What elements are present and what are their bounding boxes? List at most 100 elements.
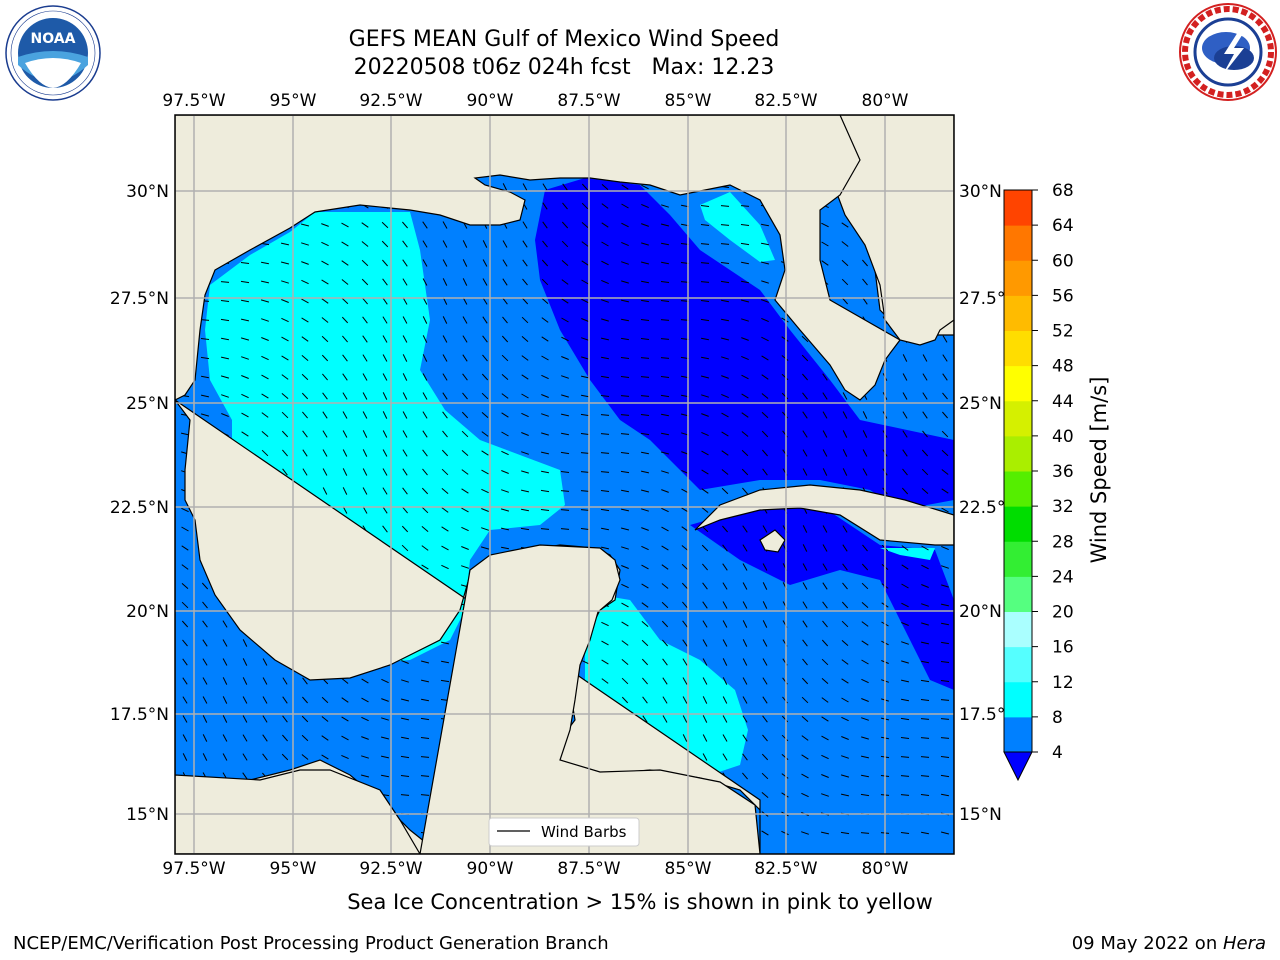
wind-barb <box>422 354 428 362</box>
wind-barb <box>262 696 268 704</box>
wind-barb <box>900 679 910 683</box>
wind-barb <box>181 583 189 589</box>
wind-barb <box>480 546 490 550</box>
wind-barb <box>362 354 368 362</box>
wind-barb <box>840 793 850 797</box>
wind-barb <box>700 262 710 264</box>
wind-barb <box>442 430 448 438</box>
wind-barb <box>702 734 708 742</box>
wind-barb <box>502 278 508 286</box>
wind-barb <box>721 431 729 437</box>
wind-barb <box>261 393 269 399</box>
wind-barb <box>202 753 208 761</box>
wind-barb <box>722 734 728 742</box>
wind-barb <box>862 259 868 267</box>
wind-barb <box>200 319 210 321</box>
wind-barb <box>702 639 708 647</box>
wind-barb <box>580 452 590 454</box>
wind-barb <box>762 734 768 742</box>
wind-barb <box>381 240 389 248</box>
wind-barb <box>722 677 728 685</box>
wind-barb <box>761 280 769 284</box>
wind-barb <box>461 411 469 419</box>
colorbar-tick-label: 40 <box>1052 427 1074 447</box>
wind-barb <box>901 487 909 495</box>
wind-barb <box>802 525 808 533</box>
wind-barb <box>461 430 469 438</box>
wind-barb <box>261 374 269 380</box>
wind-barb <box>580 471 590 473</box>
wind-barb <box>321 754 329 760</box>
wind-barb <box>660 242 670 246</box>
colorbar-label: Wind Speed [m/s] <box>1087 377 1111 564</box>
wind-barb <box>382 487 388 495</box>
wind-barb <box>301 242 309 246</box>
wind-barb <box>620 357 630 359</box>
wind-barb <box>861 602 869 608</box>
wind-barb <box>761 411 769 419</box>
wind-barb <box>721 487 729 495</box>
lat-tick-left: 17.5°N <box>110 705 169 725</box>
wind-barb <box>481 508 489 512</box>
wind-barb <box>721 299 729 303</box>
wind-barb <box>202 734 208 742</box>
wind-barb <box>640 261 650 265</box>
wind-barb <box>301 317 309 323</box>
wind-barb <box>641 602 649 608</box>
wind-barb <box>621 241 629 247</box>
wind-barb <box>401 525 409 533</box>
wind-barb <box>601 299 609 303</box>
wind-barb <box>301 261 309 265</box>
wind-barb <box>261 337 269 341</box>
wind-barb <box>501 374 509 380</box>
colorbar-segment <box>1004 576 1032 612</box>
wind-barb <box>341 678 349 684</box>
wind-barb <box>640 280 650 284</box>
wind-barb <box>362 468 368 476</box>
wind-barb <box>341 297 349 305</box>
wind-barb <box>241 299 249 303</box>
wind-barb <box>421 526 429 532</box>
wind-barb <box>422 335 428 343</box>
lon-tick-top: 90°W <box>467 91 514 111</box>
wind-barb <box>341 279 349 285</box>
colorbar-segment <box>1004 611 1032 648</box>
wind-barb <box>941 584 949 588</box>
wind-barb <box>521 355 529 361</box>
wind-barb <box>482 316 488 324</box>
wind-barb <box>342 430 348 438</box>
wind-barb <box>861 736 869 740</box>
wind-barb <box>422 278 428 286</box>
wind-barb <box>421 698 429 702</box>
wind-barb <box>661 489 669 493</box>
wind-barb <box>920 756 930 758</box>
wind-barb <box>682 658 688 666</box>
wind-barb <box>901 545 909 551</box>
wind-barb <box>822 525 828 533</box>
wind-barb <box>282 715 288 723</box>
wind-barb <box>462 278 468 286</box>
wind-barb <box>701 413 709 417</box>
wind-barb <box>442 392 448 400</box>
wind-barb <box>801 696 809 704</box>
colorbar-segment <box>1004 330 1032 367</box>
wind-barb <box>621 565 629 569</box>
wind-barb <box>741 468 749 476</box>
wind-barb <box>400 755 410 759</box>
wind-barb <box>862 411 868 419</box>
wind-barb <box>542 202 548 210</box>
wind-barb <box>662 639 668 647</box>
wind-barb <box>580 490 590 492</box>
colorbar-tick-label: 60 <box>1052 251 1074 271</box>
wind-barb <box>301 355 309 361</box>
wind-barb <box>761 792 769 798</box>
wind-barb <box>822 601 828 609</box>
wind-barb <box>240 337 250 341</box>
wind-barb <box>282 677 288 685</box>
wind-barb <box>442 335 448 343</box>
lon-tick-labels-top: 97.5°W 95°W 92.5°W 90°W 87.5°W 85°W 82.5… <box>162 91 908 111</box>
wind-barb <box>741 412 749 418</box>
wind-barb <box>600 356 610 360</box>
wind-barb <box>860 755 870 759</box>
wind-barb <box>241 431 249 437</box>
